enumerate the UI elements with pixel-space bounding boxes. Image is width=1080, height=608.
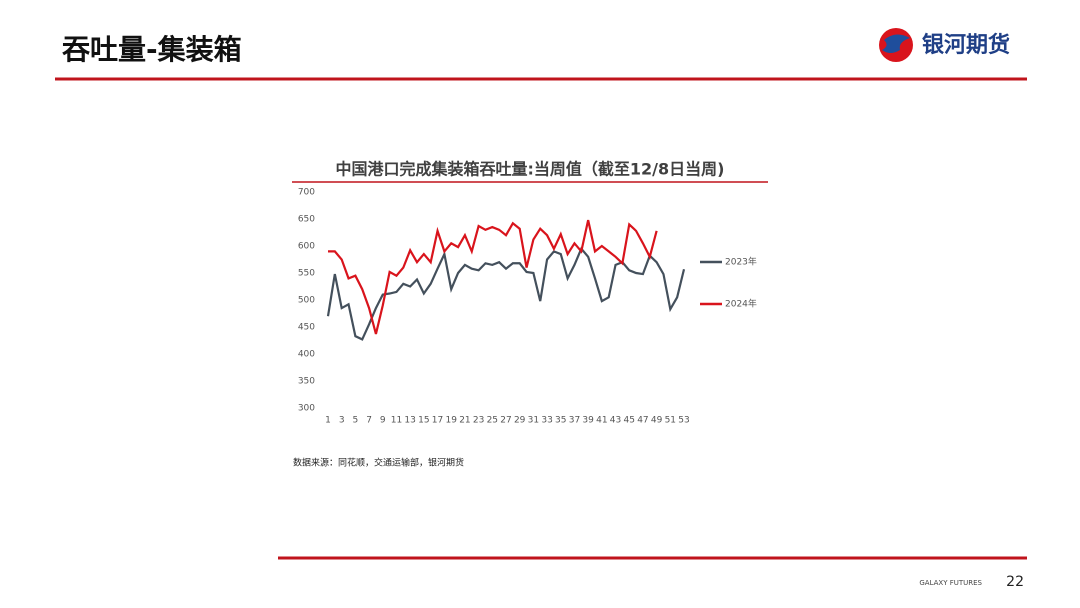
x-tick-label: 19 xyxy=(446,416,458,426)
x-tick-label: 41 xyxy=(596,416,607,426)
x-tick-label: 31 xyxy=(528,416,539,426)
x-tick-label: 17 xyxy=(432,416,443,426)
x-tick-label: 7 xyxy=(366,416,372,426)
legend-label: 2023年 xyxy=(725,256,757,268)
y-tick-label: 400 xyxy=(298,350,315,360)
brand: 银河期货 xyxy=(922,32,1010,58)
x-tick-label: 47 xyxy=(637,416,648,426)
x-tick-label: 39 xyxy=(582,416,594,426)
x-tick-label: 1 xyxy=(325,416,331,426)
x-tick-label: 43 xyxy=(610,416,621,426)
x-tick-label: 15 xyxy=(418,416,429,426)
chart-title: 中国港口完成集装箱吞吐量:当周值（截至12/8日当周) xyxy=(336,160,725,179)
x-tick-label: 5 xyxy=(353,416,359,426)
x-tick-label: 53 xyxy=(678,416,689,426)
y-tick-label: 550 xyxy=(298,269,315,279)
y-tick-label: 300 xyxy=(298,404,315,414)
logo xyxy=(879,28,913,62)
x-tick-label: 9 xyxy=(380,416,386,426)
y-tick-label: 450 xyxy=(298,323,315,333)
legend-label: 2024年 xyxy=(725,298,757,310)
x-tick-label: 37 xyxy=(569,416,580,426)
x-tick-label: 23 xyxy=(473,416,484,426)
x-tick-label: 13 xyxy=(404,416,415,426)
x-tick-label: 33 xyxy=(541,416,552,426)
series-line xyxy=(326,246,686,341)
y-tick-label: 350 xyxy=(298,377,315,387)
x-tick-label: 21 xyxy=(459,416,470,426)
x-tick-label: 51 xyxy=(665,416,676,426)
x-tick-label: 11 xyxy=(391,416,402,426)
slide-title: 吞吐量-集装箱 xyxy=(62,33,242,66)
x-tick-label: 27 xyxy=(500,416,511,426)
series-line xyxy=(328,219,658,335)
x-tick-label: 25 xyxy=(487,416,498,426)
x-tick-label: 45 xyxy=(624,416,635,426)
y-tick-label: 500 xyxy=(298,296,315,306)
footer-brand: GALAXY FUTURES xyxy=(919,579,982,587)
x-tick-label: 49 xyxy=(651,416,663,426)
page-number: 22 xyxy=(1006,574,1024,590)
x-tick-label: 35 xyxy=(555,416,566,426)
y-tick-label: 650 xyxy=(298,215,315,225)
source-note: 数据来源：同花顺，交通运输部，银河期货 xyxy=(293,457,464,469)
x-tick-label: 29 xyxy=(514,416,526,426)
y-tick-label: 600 xyxy=(298,242,315,252)
y-tick-label: 700 xyxy=(298,188,315,198)
x-tick-label: 3 xyxy=(339,416,345,426)
